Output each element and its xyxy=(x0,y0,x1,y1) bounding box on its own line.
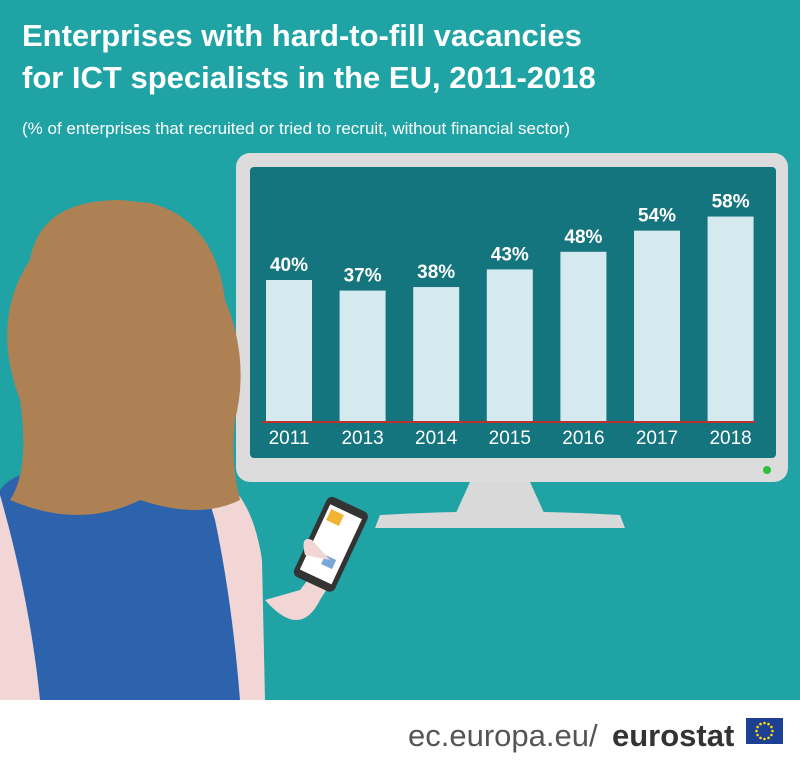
title-line: Enterprises with hard-to-fill vacancies xyxy=(22,18,582,53)
flag-star xyxy=(756,725,759,729)
x-tick-label: 2015 xyxy=(489,428,531,449)
bar xyxy=(413,287,460,421)
x-tick-label: 2016 xyxy=(562,428,604,449)
bar xyxy=(486,269,533,421)
flag-star xyxy=(767,736,770,740)
value-label: 43% xyxy=(491,244,529,265)
value-label: 38% xyxy=(417,262,455,283)
x-tick-label: 2013 xyxy=(341,428,383,449)
value-label: 58% xyxy=(712,192,750,213)
flag-star xyxy=(759,736,762,740)
bar xyxy=(560,251,607,421)
title-line: for ICT specialists in the EU, 2011-2018 xyxy=(22,60,596,95)
flag-star xyxy=(771,729,774,733)
bar xyxy=(339,290,386,421)
footer-brand: eurostat xyxy=(612,718,734,753)
x-tick-label: 2017 xyxy=(636,428,678,449)
bar xyxy=(707,216,754,421)
flag-star xyxy=(755,729,758,733)
woman-illustration xyxy=(0,200,368,700)
flag-star xyxy=(763,737,766,741)
flag-star xyxy=(767,722,770,726)
footer-site: ec.europa.eu/ xyxy=(408,718,598,753)
value-label: 40% xyxy=(270,255,308,276)
flag-star xyxy=(756,733,759,737)
footer-band xyxy=(0,700,800,766)
bar xyxy=(634,230,680,421)
flag-star xyxy=(763,721,766,725)
bar xyxy=(266,280,312,421)
value-label: 37% xyxy=(344,266,382,287)
x-tick-label: 2014 xyxy=(415,428,458,449)
flag-star xyxy=(770,725,773,729)
flag-star xyxy=(770,733,773,737)
flag-star xyxy=(759,722,762,726)
x-tick-label: 2011 xyxy=(269,428,310,449)
value-label: 48% xyxy=(564,227,602,248)
subtitle: (% of enterprises that recruited or trie… xyxy=(22,119,570,138)
x-tick-label: 2018 xyxy=(709,428,751,449)
value-label: 54% xyxy=(638,206,676,227)
eu-flag xyxy=(746,718,783,744)
